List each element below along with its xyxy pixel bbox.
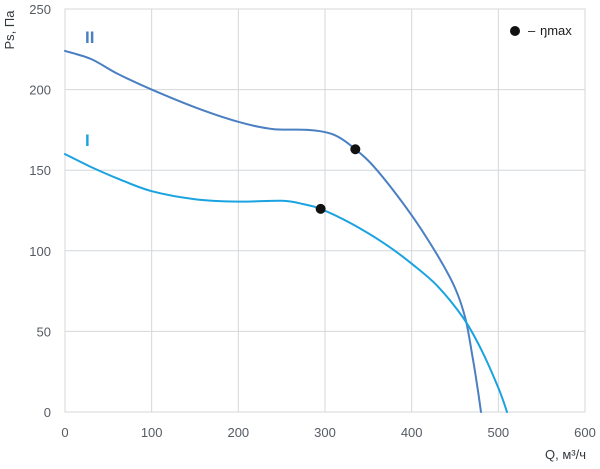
x-tick-label: 600 — [574, 425, 596, 440]
plot-frame — [64, 8, 586, 413]
y-tick-label: 100 — [29, 244, 51, 259]
legend-marker — [510, 26, 520, 36]
series-label-I: I — [85, 131, 90, 150]
y-tick-label: 50 — [37, 324, 51, 339]
series: III — [64, 28, 508, 413]
series-line-II — [64, 49, 482, 413]
eta-max-markers — [315, 144, 361, 214]
y-tick-label: 200 — [29, 83, 51, 98]
eta-max-point-II — [350, 144, 361, 155]
x-tick-label: 0 — [61, 425, 68, 440]
eta-max-point-I — [315, 203, 326, 214]
series-label-II: II — [85, 28, 94, 47]
tick-labels: 0 100 200 300 400 500 600 0 50 100 150 200 250 — [29, 2, 596, 440]
legend-label: ŋmax — [540, 23, 572, 38]
y-tick-label: 0 — [44, 405, 51, 420]
x-tick-label: 300 — [314, 425, 336, 440]
x-tick-label: 200 — [227, 425, 249, 440]
x-tick-label: 500 — [487, 425, 509, 440]
legend-dash: – — [528, 23, 536, 38]
y-tick-label: 250 — [29, 2, 51, 17]
y-axis-title: Ps, Па — [2, 10, 17, 50]
legend: – ŋmax — [510, 23, 572, 38]
grid — [64, 8, 586, 413]
x-tick-label: 400 — [401, 425, 423, 440]
x-tick-label: 100 — [141, 425, 163, 440]
y-tick-label: 150 — [29, 163, 51, 178]
x-axis-title: Q, м³/ч — [545, 447, 586, 462]
series-line-I — [64, 153, 508, 413]
